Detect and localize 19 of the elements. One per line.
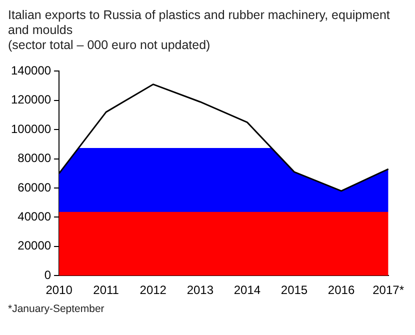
chart-title: Italian exports to Russia of plastics and rubber machinery, equipment and moulds	[8, 8, 391, 38]
y-tick-label: 60000	[18, 180, 52, 194]
y-tick-label: 100000	[10, 122, 52, 136]
x-tick-label: 2015	[280, 283, 308, 298]
x-tick-label: 2016	[328, 283, 355, 298]
x-tick-label: 2012	[140, 283, 167, 298]
y-tick-label: 80000	[18, 151, 52, 166]
x-tick-label: 2014	[234, 283, 261, 298]
y-tick-label: 20000	[18, 238, 52, 253]
x-tick-label: 2013	[186, 283, 214, 298]
chart-subtitle: (sector total – 000 euro not updated)	[8, 38, 212, 53]
x-tick-label: 2017*	[372, 283, 404, 298]
x-tick-label: 2011	[93, 283, 120, 298]
y-tick-label: 120000	[10, 92, 52, 107]
x-tick-label: 2010	[46, 283, 73, 298]
text: *January-September	[8, 303, 106, 315]
y-tick-label: 140000	[10, 64, 52, 78]
y-tick-label: 40000	[18, 210, 52, 224]
y-tick-label: 0	[44, 268, 52, 282]
